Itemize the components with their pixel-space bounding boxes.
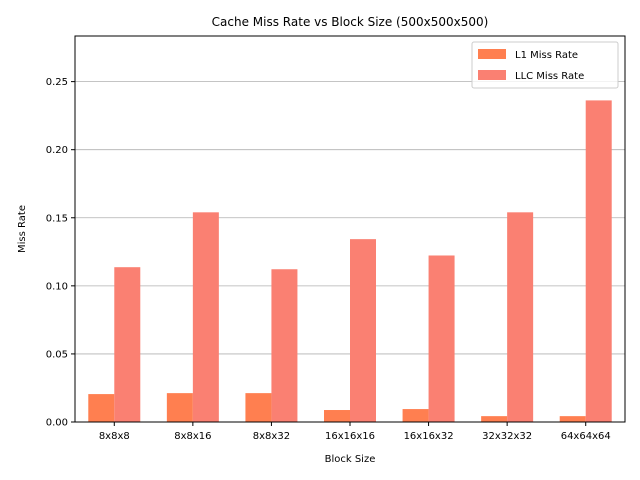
y-axis-ticks: 0.00 0.05 0.10 0.15 0.20 0.25 <box>46 77 75 429</box>
bar-l1-8x8x16 <box>166 393 193 422</box>
x-axis-ticks: 8x8x8 8x8x16 8x8x32 16x16x16 16x16x32 32x32x3… <box>99 422 611 442</box>
bar-llc-8x8x16 <box>192 212 219 422</box>
y-tick-label: 0.15 <box>46 213 68 224</box>
bar-l1-32x32x32 <box>481 416 508 422</box>
bar-llc-16x16x32 <box>428 255 455 422</box>
bar-l1-16x16x32 <box>402 409 429 422</box>
y-tick-label: 0.00 <box>46 418 68 429</box>
legend-label-llc: LLC Miss Rate <box>515 71 584 82</box>
x-tick-label: 32x32x32 <box>482 431 532 442</box>
legend-box <box>471 41 619 89</box>
legend-swatch-llc <box>478 70 506 80</box>
y-tick-label: 0.10 <box>46 281 68 292</box>
y-tick-label: 0.05 <box>46 349 68 360</box>
legend-label-l1: L1 Miss Rate <box>515 50 578 61</box>
y-tick-label: 0.20 <box>46 145 68 156</box>
legend: L1 Miss Rate LLC Miss Rate <box>471 41 619 89</box>
x-tick-label: 64x64x64 <box>561 431 611 442</box>
x-tick-label: 8x8x16 <box>174 431 211 442</box>
x-tick-label: 8x8x32 <box>253 431 290 442</box>
bar-llc-8x8x32 <box>271 269 298 422</box>
x-axis-label: Block Size <box>325 454 376 465</box>
x-tick-label: 8x8x8 <box>99 431 130 442</box>
y-tick-label: 0.25 <box>46 77 68 88</box>
bar-l1-64x64x64 <box>559 416 586 422</box>
bar-l1-16x16x16 <box>324 410 350 422</box>
bar-llc-32x32x32 <box>507 212 534 422</box>
legend-swatch-l1 <box>478 49 506 59</box>
bars <box>88 100 612 422</box>
bar-l1-8x8x8 <box>88 394 115 422</box>
x-tick-label: 16x16x16 <box>325 431 375 442</box>
bar-l1-8x8x32 <box>245 393 272 422</box>
bar-llc-16x16x16 <box>350 239 376 422</box>
bar-llc-8x8x8 <box>114 267 141 422</box>
chart-title: Cache Miss Rate vs Block Size (500x500x5… <box>212 15 489 29</box>
x-tick-label: 16x16x32 <box>404 431 454 442</box>
y-axis-label: Miss Rate <box>17 205 28 253</box>
bar-llc-64x64x64 <box>585 100 612 422</box>
